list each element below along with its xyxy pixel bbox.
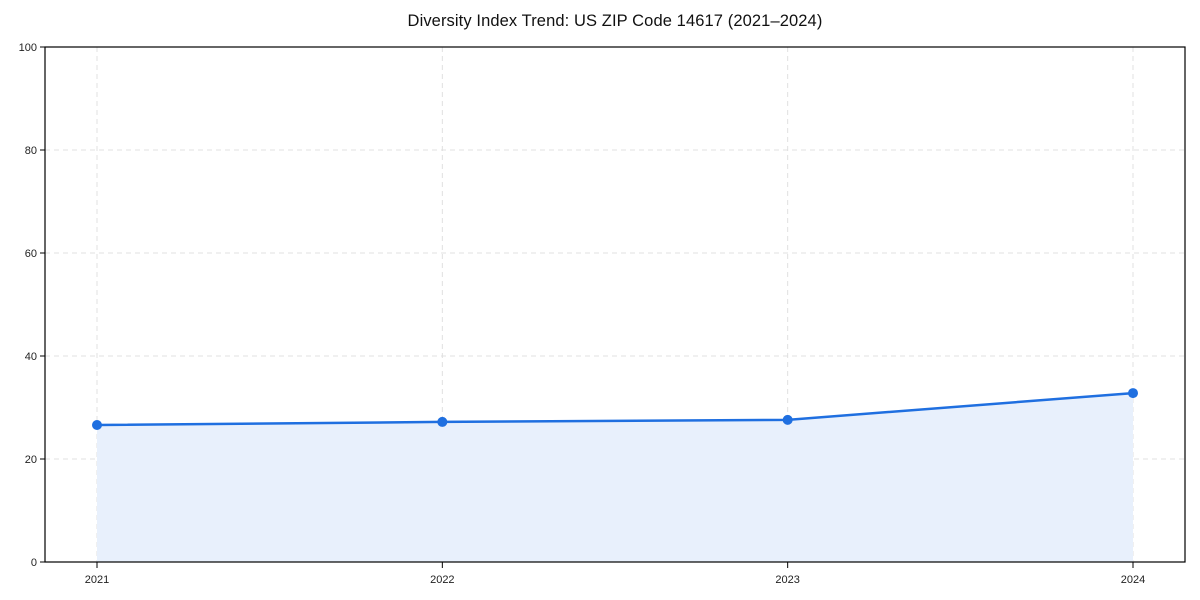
data-point-marker [782, 414, 793, 425]
x-tick-label: 2022 [430, 574, 454, 586]
data-point-marker [1128, 388, 1138, 399]
chart-title: Diversity Index Trend: US ZIP Code 14617… [407, 12, 823, 30]
y-tick-label: 60 [25, 248, 37, 260]
y-tick-label: 20 [25, 454, 37, 466]
y-tick-label: 0 [31, 557, 37, 569]
data-point-marker [92, 420, 102, 431]
y-tick-label: 80 [25, 145, 37, 157]
x-tick-label: 2024 [1121, 574, 1145, 586]
series-diversity-index [92, 388, 1138, 562]
x-tick-label: 2021 [85, 574, 109, 586]
y-tick-label: 40 [25, 351, 37, 363]
axes [40, 46, 1186, 568]
trend-line [95, 391, 1135, 427]
area-fill [97, 393, 1133, 562]
y-tick-label: 100 [19, 42, 37, 54]
data-point-marker [437, 416, 448, 427]
x-tick-label: 2023 [775, 574, 799, 586]
tick-labels: 0 20 40 60 80 100 2021 2022 2023 2024 [19, 42, 1146, 586]
plot-border [44, 46, 1186, 563]
